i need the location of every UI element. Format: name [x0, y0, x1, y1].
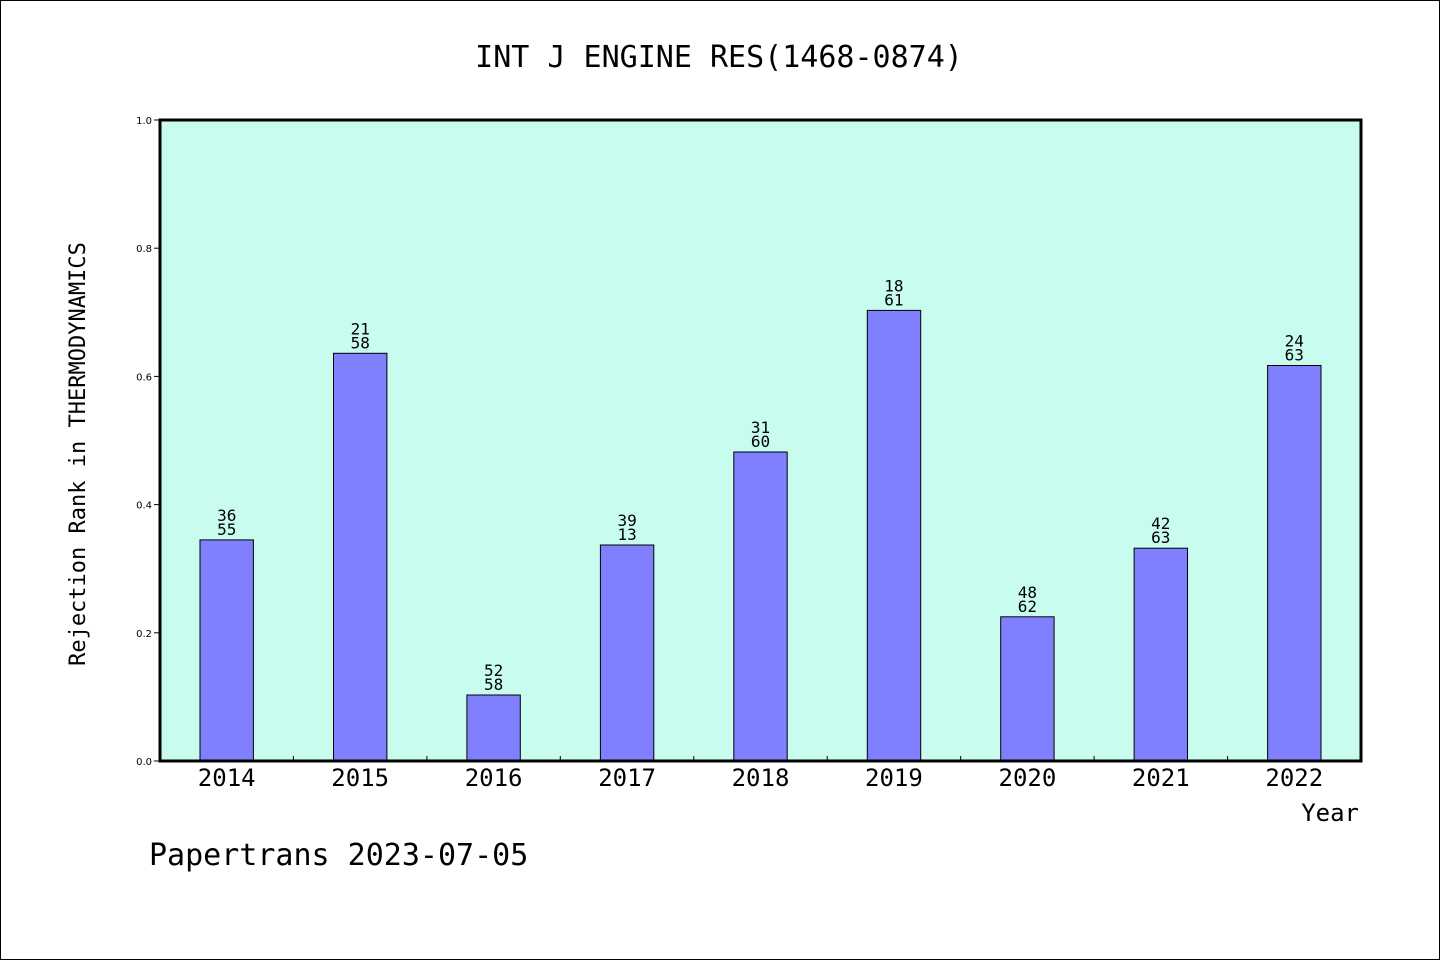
bar-label-bottom-2020: 62	[1018, 597, 1037, 616]
x-tick-label-2018: 2018	[732, 764, 790, 792]
bar-2015	[333, 352, 388, 762]
bar-2018	[733, 451, 788, 762]
bar-2017	[599, 544, 655, 762]
bar-2014	[199, 539, 254, 762]
x-tick-label-2016: 2016	[465, 764, 523, 792]
bar-label-bottom-2018: 60	[751, 432, 770, 451]
plot-border	[158, 118, 1363, 763]
y-axis-ticks: 0.0 0.2 0.4 0.6 0.8 1.0	[136, 116, 160, 768]
y-axis-label: Rejection Rank in THERMODYNAMICS	[66, 242, 91, 666]
bar-label-bottom-2014: 55	[217, 520, 236, 539]
chart-title: INT J ENGINE RES(1468-0874)	[475, 40, 963, 75]
x-axis-ticks: 2014 2015 2016 2017 2018 2019 2020 2021 2022	[198, 756, 1323, 792]
x-tick-label-2022: 2022	[1265, 764, 1323, 792]
bar-label-top-2016: 52	[484, 661, 503, 680]
bar-label-bottom-2017: 13	[617, 525, 636, 544]
bar-label-bottom-2015: 58	[351, 333, 370, 352]
y-tick-label: 0.8	[136, 244, 152, 255]
x-tick-label-2014: 2014	[198, 764, 256, 792]
x-axis-label: Year	[1301, 799, 1359, 827]
bar-2020	[1000, 616, 1055, 762]
bar-2022	[1267, 365, 1322, 762]
bar-label-top-2020: 48	[1018, 583, 1037, 602]
bar-2021	[1133, 547, 1188, 762]
x-tick-label-2020: 2020	[999, 764, 1057, 792]
bar-label-top-2018: 31	[751, 418, 770, 437]
bar-label-top-2021: 42	[1151, 514, 1170, 533]
bar-label-top-2015: 21	[351, 319, 370, 338]
bar-label-bottom-2016: 58	[484, 675, 503, 694]
x-tick-label-2021: 2021	[1132, 764, 1190, 792]
bar-2019	[866, 309, 922, 762]
x-tick-label-2015: 2015	[331, 764, 389, 792]
bar-label-top-2014: 36	[217, 506, 236, 525]
footer-text: Papertrans 2023-07-05	[149, 838, 528, 873]
bar-label-top-2022: 24	[1285, 332, 1304, 351]
x-tick-label-2019: 2019	[865, 764, 923, 792]
y-tick-label: 0.2	[136, 629, 152, 640]
bar-label-bottom-2019: 61	[884, 290, 903, 309]
bar-2016	[466, 694, 521, 762]
y-tick-label: 1.0	[136, 116, 152, 127]
bar-label-bottom-2021: 63	[1151, 528, 1170, 547]
y-tick-label: 0.0	[136, 757, 152, 768]
bar-label-top-2017: 39	[617, 511, 636, 530]
x-tick-label-2017: 2017	[598, 764, 656, 792]
y-tick-label: 0.4	[136, 501, 152, 512]
y-tick-label: 0.6	[136, 372, 152, 383]
bar-label-top-2019: 18	[884, 276, 903, 295]
bar-label-bottom-2022: 63	[1285, 346, 1304, 365]
bars	[199, 309, 1322, 762]
